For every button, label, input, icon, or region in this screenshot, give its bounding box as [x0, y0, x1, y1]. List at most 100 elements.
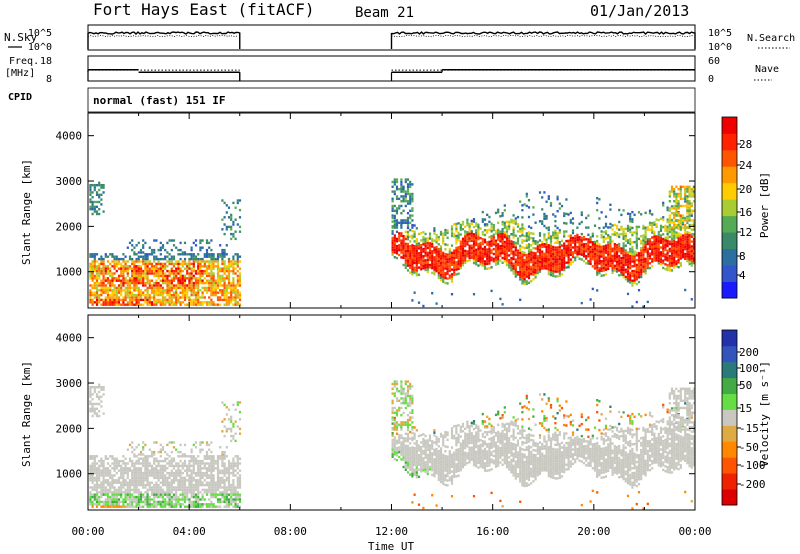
velocity-cell-83 — [95, 486, 99, 489]
velocity-cell-491 — [144, 476, 147, 480]
power-cell-1882 — [461, 223, 465, 226]
velocity-cell-1130 — [221, 450, 224, 454]
power-cell-3366 — [666, 259, 669, 262]
velocity-cell-150 — [102, 488, 105, 492]
velocity-cell-316 — [124, 500, 127, 504]
power-cell-2628 — [560, 263, 564, 266]
power-cell-1337 — [393, 224, 396, 227]
power-cell-421 — [135, 260, 138, 263]
velocity-cell-16 — [89, 410, 92, 413]
power-cell-1477 — [406, 185, 410, 188]
velocity-cell-1112 — [219, 455, 222, 458]
velocity-cell-943 — [199, 503, 202, 506]
velocity-cell-968 — [201, 481, 204, 484]
power-cell-2073 — [490, 234, 493, 238]
power-cell-214 — [109, 262, 112, 266]
power-cell-1681 — [435, 260, 438, 263]
power-cell-1413 — [402, 242, 405, 245]
power-cell-2392 — [530, 248, 533, 252]
power-cell-1225 — [232, 286, 235, 290]
power-cell-3272 — [651, 213, 654, 216]
power-cell-1504 — [409, 183, 412, 186]
power-cell-3324 — [659, 241, 663, 244]
power-cell-2633 — [560, 251, 564, 254]
velocity-cell-721 — [170, 459, 173, 463]
velocity-cell-269 — [117, 500, 121, 504]
power-cell-418 — [135, 269, 138, 273]
power-cell-294 — [120, 267, 123, 270]
power-cell-2518 — [547, 251, 550, 254]
power-cell-3565 — [681, 248, 685, 252]
power-cell-1723 — [439, 245, 443, 248]
power-cell-2553 — [552, 262, 555, 265]
power-cell-564 — [153, 281, 156, 285]
power-cell-541 — [150, 296, 154, 299]
power-cell-155 — [102, 274, 105, 278]
velocity-cell-814 — [183, 498, 187, 501]
velocity-cell-638 — [161, 491, 165, 494]
power-cell-964 — [201, 293, 204, 297]
velocity-cell-485 — [144, 498, 147, 501]
velocity-cell-7 — [89, 479, 92, 482]
velocity-cell-978 — [203, 498, 206, 501]
power-cell-3291 — [655, 252, 658, 255]
velocity-cell-554 — [150, 450, 154, 454]
velocity-cell-722 — [170, 457, 173, 460]
power-cell-1886 — [464, 256, 467, 260]
velocity-cell-556 — [153, 503, 156, 506]
power-cell-2721 — [576, 250, 579, 253]
power-cell-302 — [122, 289, 125, 292]
power-cell-2654 — [563, 214, 566, 218]
power-cell-2924 — [609, 257, 612, 260]
power-cell-876 — [190, 269, 193, 273]
velocity-cell-788 — [179, 471, 182, 475]
power-cell-267 — [117, 303, 121, 306]
power-cell-2360 — [527, 274, 531, 277]
power-cell-64 — [93, 260, 96, 263]
power-cell-1157 — [223, 216, 226, 219]
power-cell-1962 — [475, 253, 478, 256]
power-cell-3037 — [624, 270, 627, 274]
power-cell-863 — [190, 303, 193, 306]
velocity-cell-214 — [109, 464, 112, 468]
power-cell-3594 — [684, 200, 687, 203]
power-cell-2443 — [538, 270, 542, 273]
velocity-cell-546 — [150, 481, 154, 484]
power-cell-561 — [153, 289, 156, 292]
power-cell-229 — [111, 265, 114, 268]
power-cell-2066 — [490, 256, 493, 259]
power-cell-3331 — [659, 217, 663, 220]
power-cell-1207 — [230, 284, 233, 287]
power-cell-2963 — [613, 233, 616, 236]
velocity-cell-1022 — [208, 462, 211, 465]
power-cell-133 — [100, 272, 103, 275]
velocity-cell-706 — [170, 503, 173, 506]
power-cell-716 — [170, 272, 173, 275]
power-cell-374 — [131, 277, 134, 280]
power-cell-3058 — [626, 265, 630, 268]
power-cell-2933 — [609, 235, 612, 239]
power-cell-1318 — [391, 204, 394, 208]
power-cell-1001 — [205, 265, 209, 268]
power-cell-3602 — [684, 192, 687, 196]
power-cell-2401 — [532, 266, 535, 269]
power-cell-3178 — [640, 261, 643, 264]
power-cell-457 — [139, 269, 143, 273]
power-cell-739 — [172, 257, 176, 261]
velocity-cell-724 — [170, 441, 173, 444]
power-cell-317 — [124, 296, 127, 299]
velocity-cell-511 — [146, 481, 149, 484]
velocity-cell-744 — [175, 503, 178, 506]
velocity-cell-783 — [179, 483, 182, 487]
power-cell-1479 — [406, 178, 410, 181]
power-cell-1266 — [236, 289, 239, 292]
velocity-cell-816 — [183, 493, 187, 496]
power-cell-932 — [197, 279, 200, 282]
power-cell-387 — [133, 296, 136, 299]
power-cell-3449 — [673, 237, 676, 240]
velocity-cell-252 — [115, 503, 118, 506]
power-cell-2088 — [492, 228, 495, 232]
velocity-cell-1098 — [216, 455, 220, 458]
power-cell-2736 — [578, 238, 581, 241]
velocity-cell-773 — [177, 464, 180, 468]
